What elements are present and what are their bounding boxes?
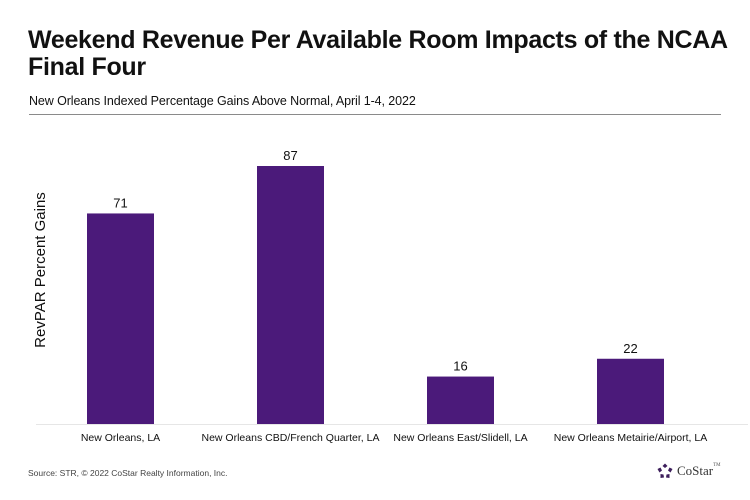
data-label: 16 — [453, 359, 467, 374]
bar — [597, 358, 664, 424]
trademark-mark: TM — [713, 463, 721, 468]
costar-logo-wordmark: CoStar — [677, 463, 714, 478]
costar-logo-text: CoStarTM — [677, 463, 721, 479]
chart-subtitle: New Orleans Indexed Percentage Gains Abo… — [29, 94, 416, 108]
data-label: 22 — [623, 341, 637, 356]
data-label: 71 — [113, 195, 127, 210]
x-tick-label: New Orleans, LA — [81, 432, 160, 444]
y-axis-label: RevPAR Percent Gains — [32, 192, 49, 348]
title-divider — [29, 114, 721, 115]
bar — [87, 213, 154, 424]
bar — [257, 166, 324, 424]
data-label: 87 — [283, 148, 297, 163]
bar — [427, 376, 494, 424]
costar-logo-icon — [657, 463, 673, 478]
costar-logo: CoStarTM — [657, 463, 721, 479]
source-note: Source: STR, © 2022 CoStar Realty Inform… — [28, 468, 228, 478]
x-tick-label: New Orleans Metairie/Airport, LA — [554, 432, 707, 444]
x-tick-label: New Orleans East/Slidell, LA — [393, 432, 527, 444]
bars-layer — [36, 166, 748, 425]
labels-layer: 71 New Orleans, LA 87 New Orleans CBD/Frenc… — [81, 148, 707, 444]
x-tick-label: New Orleans CBD/French Quarter, LA — [202, 432, 380, 444]
chart-title: Weekend Revenue Per Available Room Impac… — [28, 26, 727, 81]
